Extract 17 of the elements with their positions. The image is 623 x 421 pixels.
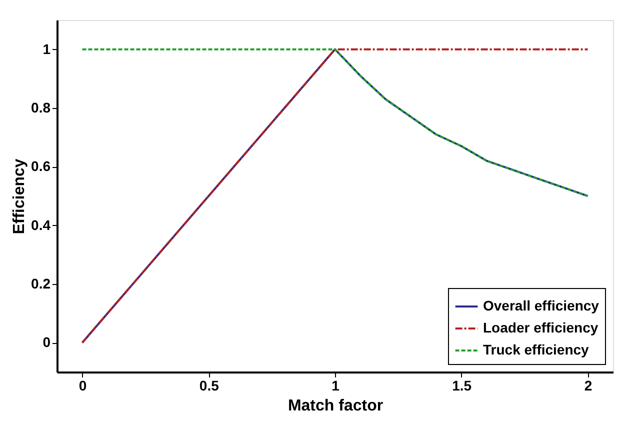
legend-label: Loader efficiency — [483, 320, 598, 336]
x-tick-label: 1.5 — [452, 378, 472, 394]
x-axis-title: Match factor — [288, 398, 384, 414]
y-tick-label: 0.2 — [31, 276, 51, 292]
x-tick-label: 1 — [332, 378, 340, 394]
legend-label: Overall efficiency — [483, 298, 600, 314]
y-tick-label: 0.6 — [31, 158, 51, 174]
x-tick-label: 0.5 — [199, 378, 220, 394]
y-tick-label: 0.4 — [31, 216, 51, 233]
legend-label: Truck efficiency — [483, 342, 590, 358]
y-tick-label: 1 — [42, 40, 51, 57]
y-tick-label: 0 — [42, 334, 51, 350]
y-axis-title: Efficiency — [11, 158, 28, 234]
x-tick-label: 0 — [78, 378, 87, 394]
x-tick-label: 2 — [584, 378, 592, 394]
line-series — [81, 48, 589, 197]
y-tick-label: 0.8 — [31, 100, 51, 116]
